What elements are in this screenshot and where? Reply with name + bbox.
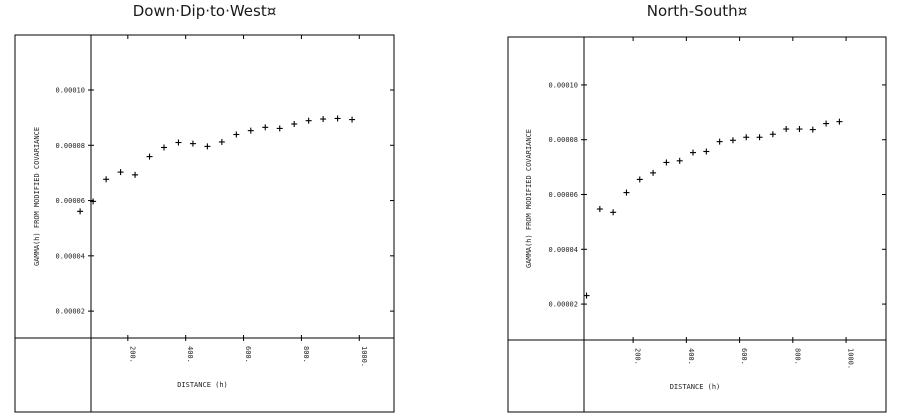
y-tick-label: 0.00004 bbox=[55, 252, 85, 260]
data-point bbox=[204, 143, 211, 150]
data-point bbox=[703, 148, 710, 155]
chart-title-north-south: North-South¤ bbox=[646, 2, 748, 20]
x-tick-label: 400. bbox=[186, 346, 194, 363]
data-point bbox=[690, 149, 697, 156]
data-point bbox=[103, 176, 110, 183]
data-point bbox=[276, 125, 283, 132]
y-tick-label: 0.00008 bbox=[55, 142, 85, 150]
data-point bbox=[132, 171, 139, 178]
data-point bbox=[175, 139, 182, 146]
data-point bbox=[809, 126, 816, 133]
data-point bbox=[743, 134, 750, 141]
y-tick-label: 0.00006 bbox=[548, 191, 578, 199]
data-point bbox=[146, 153, 153, 160]
data-point bbox=[650, 169, 657, 176]
plot-frame bbox=[14, 34, 395, 413]
x-tick-label: 1000. bbox=[847, 348, 855, 369]
x-tick-label: 800. bbox=[793, 348, 801, 365]
y-tick-label: 0.00010 bbox=[55, 87, 85, 95]
x-tick-label: 800. bbox=[302, 346, 310, 363]
data-point bbox=[596, 206, 603, 213]
data-point bbox=[663, 159, 670, 166]
x-tick-label: 200. bbox=[634, 348, 642, 365]
chart-title-down-dip-to-west: Down·Dip·to·West¤ bbox=[132, 2, 277, 20]
data-point bbox=[756, 134, 763, 141]
y-tick-label: 0.00008 bbox=[548, 136, 578, 144]
y-tick-label: 0.00002 bbox=[548, 301, 578, 309]
data-point bbox=[320, 116, 327, 123]
x-tick-label: 200. bbox=[128, 346, 136, 363]
x-axis-title: DISTANCE (h) bbox=[177, 381, 228, 389]
data-point bbox=[233, 131, 240, 138]
y-tick-label: 0.00006 bbox=[55, 197, 85, 205]
data-point bbox=[729, 137, 736, 144]
data-point bbox=[189, 140, 196, 147]
data-point bbox=[836, 118, 843, 125]
data-point bbox=[769, 131, 776, 138]
data-point bbox=[796, 126, 803, 133]
data-point bbox=[247, 127, 254, 134]
plot-frame bbox=[507, 36, 887, 413]
y-tick-label: 0.00004 bbox=[548, 246, 578, 254]
x-tick-label: 600. bbox=[244, 346, 252, 363]
data-point bbox=[783, 126, 790, 133]
data-point bbox=[823, 120, 830, 127]
y-axis-title: GAMMA(h) FROM MODIFIED COVARIANCE bbox=[33, 127, 41, 266]
data-point bbox=[160, 144, 167, 151]
data-point bbox=[218, 138, 225, 145]
data-point bbox=[77, 208, 84, 215]
data-point bbox=[583, 292, 590, 299]
data-point bbox=[636, 176, 643, 183]
data-point bbox=[610, 209, 617, 216]
y-tick-label: 0.00010 bbox=[548, 81, 578, 89]
data-point bbox=[117, 169, 124, 176]
x-tick-label: 400. bbox=[687, 348, 695, 365]
data-point bbox=[716, 138, 723, 145]
data-point bbox=[305, 117, 312, 124]
data-point bbox=[90, 198, 97, 205]
data-point bbox=[623, 189, 630, 196]
y-tick-label: 0.00002 bbox=[55, 308, 85, 316]
data-point bbox=[676, 157, 683, 164]
data-point bbox=[262, 124, 269, 131]
data-point bbox=[291, 120, 298, 127]
x-tick-label: 1000. bbox=[360, 346, 368, 367]
y-axis-title: GAMMA(h) FROM MODIFIED COVARIANCE bbox=[525, 129, 533, 268]
x-axis-title: DISTANCE (h) bbox=[670, 383, 721, 391]
data-point bbox=[334, 115, 341, 122]
x-tick-label: 600. bbox=[740, 348, 748, 365]
data-point bbox=[349, 116, 356, 123]
